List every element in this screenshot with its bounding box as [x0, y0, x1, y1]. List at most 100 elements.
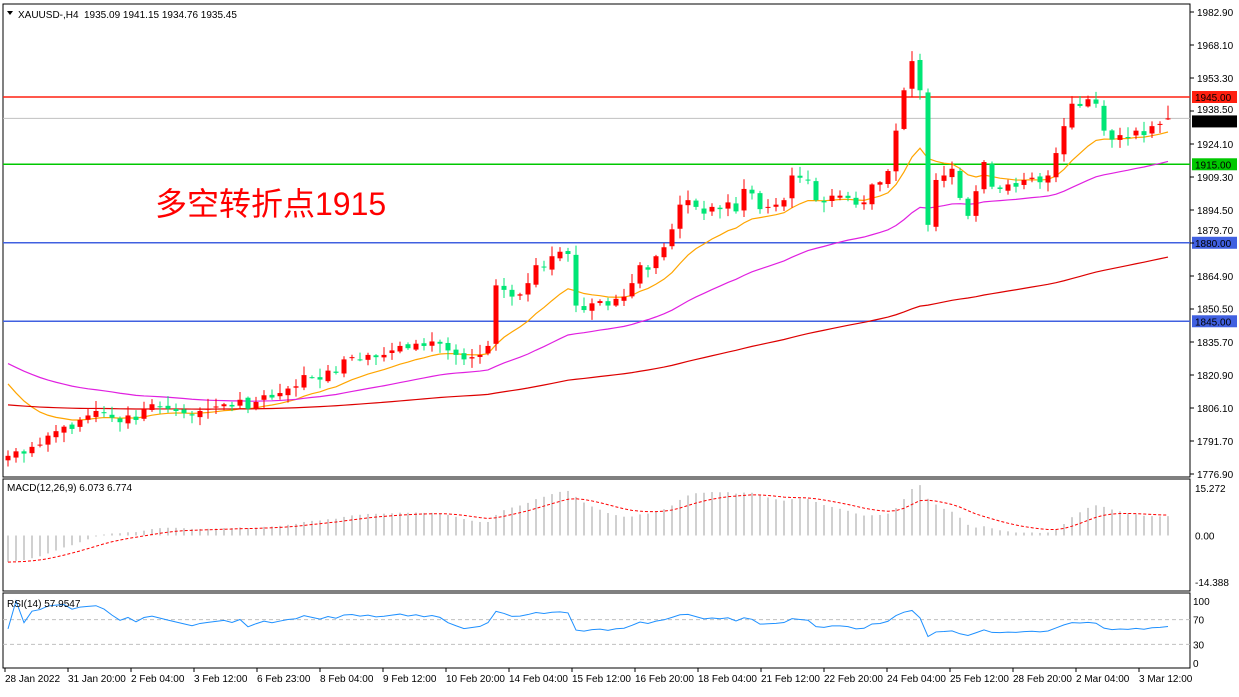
- price-pane[interactable]: [2, 3, 1191, 478]
- candle-body: [45, 435, 51, 445]
- candle-body: [917, 59, 923, 91]
- level-price-label: 1915.00: [1195, 160, 1232, 171]
- level-price-tag: [1192, 90, 1237, 103]
- candle-body: [389, 350, 395, 353]
- candle-body: [621, 296, 627, 301]
- candle-body: [1117, 135, 1123, 140]
- candle-body: [349, 357, 355, 359]
- price-tick-label: 1924.10: [1197, 140, 1234, 151]
- level-price-tag: [1192, 315, 1237, 328]
- price-tick-label: 1776.90: [1197, 470, 1234, 481]
- candle-body: [69, 424, 75, 429]
- candle-body: [725, 202, 731, 209]
- candle-body: [405, 344, 411, 349]
- time-tick-label: 2 Mar 04:00: [1076, 674, 1130, 685]
- candle-body: [1165, 118, 1171, 120]
- time-tick-label: 25 Feb 12:00: [950, 674, 1009, 685]
- candle-body: [869, 184, 875, 205]
- candle-body: [37, 444, 43, 446]
- candle-body: [477, 354, 483, 357]
- price-tick-label: 1968.10: [1197, 41, 1234, 52]
- candle-body: [445, 342, 451, 351]
- candle-body: [5, 455, 11, 461]
- candle-body: [589, 303, 595, 311]
- time-tick-label: 8 Feb 04:00: [320, 674, 374, 685]
- candle-body: [85, 415, 91, 420]
- candle-body: [837, 195, 843, 198]
- candle-body: [957, 170, 963, 198]
- candle-body: [485, 345, 491, 354]
- candle-body: [565, 251, 571, 254]
- candle-body: [413, 343, 419, 350]
- candle-body: [1053, 153, 1059, 178]
- candle-body: [13, 451, 19, 458]
- candle-body: [261, 395, 267, 400]
- candle-body: [541, 266, 547, 268]
- candle-body: [1005, 184, 1011, 191]
- candle-body: [397, 345, 403, 352]
- rsi-pane[interactable]: [2, 592, 1191, 669]
- candle-body: [933, 179, 939, 227]
- candle-body: [789, 175, 795, 199]
- time-tick-label: 28 Jan 2022: [5, 674, 60, 685]
- candle-body: [229, 404, 235, 407]
- rsi-tick-label: 0: [1193, 659, 1199, 670]
- candle-body: [245, 397, 251, 409]
- candle-body: [525, 283, 531, 295]
- rsi-tick-label: 70: [1193, 616, 1205, 627]
- time-tick-label: 3 Mar 12:00: [1139, 674, 1193, 685]
- candle-body: [373, 355, 379, 358]
- candle-body: [1109, 130, 1115, 140]
- price-tick-label: 1820.90: [1197, 371, 1234, 382]
- price-tick-label: 1806.10: [1197, 404, 1234, 415]
- candle-body: [813, 181, 819, 201]
- candle-body: [829, 195, 835, 201]
- candle-body: [93, 410, 99, 417]
- time-tick-label: 24 Feb 04:00: [887, 674, 946, 685]
- time-tick-label: 3 Feb 12:00: [194, 674, 248, 685]
- candle-body: [901, 90, 907, 129]
- candle-body: [989, 163, 995, 187]
- price-tick-label: 1982.90: [1197, 8, 1234, 19]
- candle-body: [981, 162, 987, 190]
- candle-body: [453, 349, 459, 355]
- dropdown-triangle-icon[interactable]: [7, 11, 13, 15]
- candle-body: [421, 343, 427, 346]
- time-tick-label: 15 Feb 12:00: [572, 674, 631, 685]
- candle-body: [757, 193, 763, 210]
- candle-body: [581, 306, 587, 311]
- candle-body: [877, 182, 883, 185]
- price-tick-label: 1938.50: [1197, 105, 1234, 116]
- candle-body: [53, 431, 59, 438]
- rsi-title: RSI(14) 57.9547: [7, 599, 81, 610]
- time-tick-label: 18 Feb 04:00: [698, 674, 757, 685]
- level-price-label: 1945.00: [1195, 93, 1232, 104]
- candle-body: [1029, 177, 1035, 179]
- candle-body: [357, 359, 363, 361]
- candle-body: [1077, 103, 1083, 106]
- candle-body: [645, 267, 651, 270]
- candle-body: [1101, 105, 1107, 131]
- candle-body: [365, 354, 371, 360]
- candle-body: [493, 285, 499, 344]
- candle-body: [333, 371, 339, 373]
- macd-tick-label: 0.00: [1195, 531, 1215, 542]
- candle-body: [501, 285, 507, 290]
- level-price-tag: [1192, 115, 1237, 128]
- candle-body: [309, 377, 315, 379]
- candle-body: [277, 393, 283, 397]
- time-tick-label: 6 Feb 23:00: [257, 674, 311, 685]
- candle-body: [29, 446, 35, 454]
- candle-body: [469, 357, 475, 359]
- time-tick-label: 21 Feb 12:00: [761, 674, 820, 685]
- ohlc-readout: 1935.09 1941.15 1934.76 1935.45: [84, 10, 237, 21]
- macd-tick-label: 15.272: [1195, 484, 1226, 495]
- candle-body: [941, 175, 947, 181]
- candle-body: [253, 402, 259, 409]
- candle-body: [509, 289, 515, 297]
- candle-body: [1085, 99, 1091, 107]
- macd-pane[interactable]: [2, 478, 1191, 592]
- level-price-tag: [1192, 158, 1237, 171]
- ma-slow-line: [7, 256, 1169, 410]
